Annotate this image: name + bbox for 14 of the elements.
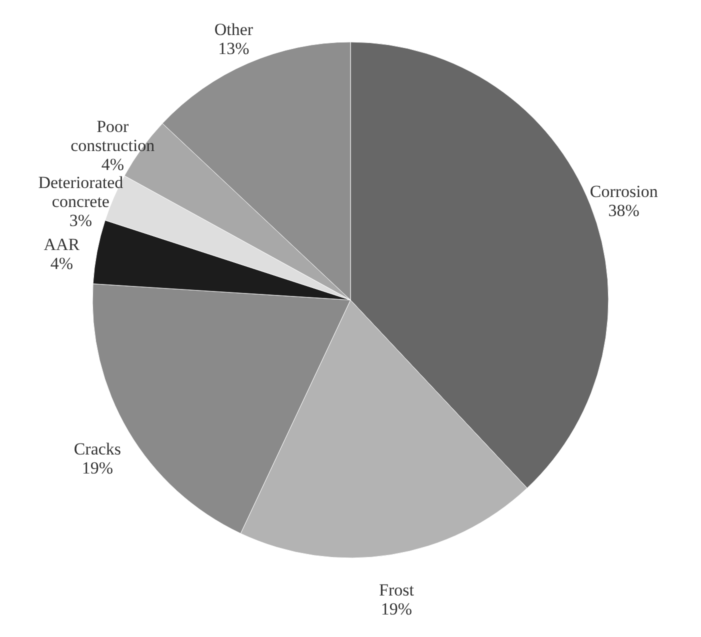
slice-label: AAR xyxy=(44,234,80,254)
slice-label: Cracks xyxy=(74,440,122,459)
slice-label: Deteriorated concrete xyxy=(38,173,124,212)
slice-label: Frost xyxy=(379,580,414,600)
slice-label: Corrosion xyxy=(590,182,658,201)
data-label: 19% xyxy=(82,458,114,478)
slice-label: Other xyxy=(214,20,254,40)
data-label: 4% xyxy=(101,155,124,174)
data-label: 3% xyxy=(69,211,92,230)
data-label: 4% xyxy=(50,254,74,273)
slice-label: Poor construction xyxy=(70,117,156,156)
data-label: 19% xyxy=(380,599,412,618)
data-label: 38% xyxy=(608,200,640,220)
data-label: 13% xyxy=(218,39,250,58)
